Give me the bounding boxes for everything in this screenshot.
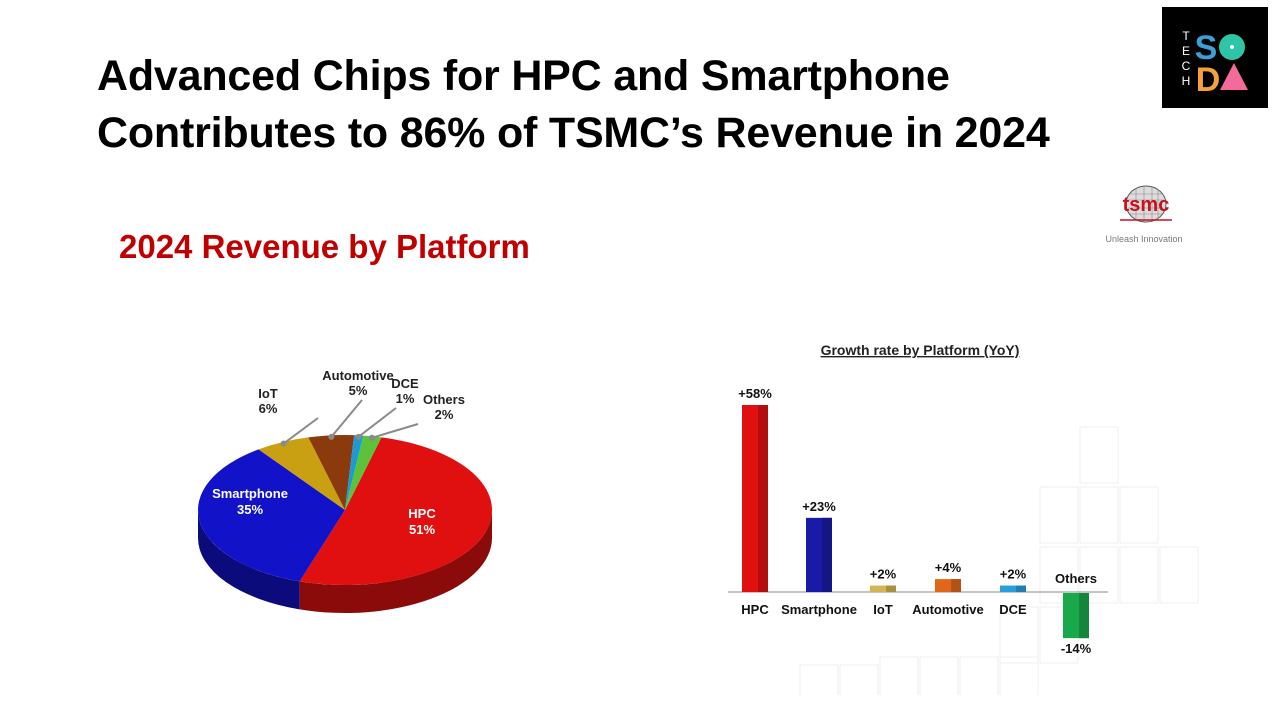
bar-chart-svg: Growth rate by Platform (YoY) +58% HPC +23%… <box>728 342 1199 720</box>
bar-shade-dce <box>1016 585 1026 592</box>
logo-letter-e: E <box>1182 44 1190 58</box>
pie-value-iot: 6% <box>259 401 278 416</box>
background-tile <box>1159 546 1199 604</box>
logo-dot <box>1230 45 1234 49</box>
logo-letter-h: H <box>1182 74 1191 88</box>
pie-label-smartphone: Smartphone <box>212 486 288 501</box>
bar-category-label-hpc: HPC <box>741 602 769 617</box>
bar-value-label-smartphone: +23% <box>802 499 836 514</box>
bar-value-label-iot: +2% <box>870 567 897 582</box>
pie-top-faces <box>198 435 493 585</box>
pie-value-hpc: 51% <box>409 522 435 537</box>
background-tile <box>959 656 999 714</box>
bar-category-label-dce: DCE <box>999 602 1027 617</box>
logo-letter-a-shape <box>1220 63 1248 90</box>
background-tile <box>839 664 879 720</box>
headline-line-1: Advanced Chips for HPC and Smartphone <box>97 52 950 100</box>
pie-leader-iot <box>282 417 319 445</box>
bar-shade-iot <box>886 585 896 592</box>
headline: Advanced Chips for HPC and Smartphone Co… <box>97 48 1177 162</box>
tech-soda-logo: T E C H S D <box>1162 7 1268 108</box>
pie-value-dce: 1% <box>396 391 415 406</box>
pie-label-hpc: HPC <box>408 506 436 521</box>
background-tile <box>879 656 919 714</box>
pie-side-smartphone <box>198 510 300 610</box>
pie-slice-iot <box>258 437 345 510</box>
tsmc-wafer-grid <box>1128 187 1164 221</box>
background-tile <box>1119 546 1159 604</box>
background-tile <box>1039 486 1079 544</box>
bar-value-label-others: -14% <box>1061 641 1092 656</box>
background-tile <box>919 656 959 714</box>
tech-soda-logo-graphic: T E C H S D <box>1182 29 1248 99</box>
bar-marks: +58% HPC +23% Smartphone +2% IoT +4% Automotive… <box>738 386 1097 656</box>
pie-slice-dce <box>345 435 364 510</box>
pie-leader-dot-dce <box>355 433 362 440</box>
logo-letter-c: C <box>1182 59 1191 73</box>
pie-value-smartphone: 35% <box>237 502 263 517</box>
tsmc-tagline: Unleash Innovation <box>1105 234 1183 244</box>
background-tile <box>1119 486 1159 544</box>
bar-shade-automotive <box>951 579 961 592</box>
pie-label-iot: IoT <box>258 386 278 401</box>
pie-leader-dot-iot <box>280 440 287 447</box>
pie-slice-smartphone <box>198 449 345 582</box>
pie-leader-others <box>371 423 419 439</box>
pie-value-automotive: 5% <box>349 383 368 398</box>
bar-dce <box>1000 585 1026 592</box>
bar-value-label-hpc: +58% <box>738 386 772 401</box>
bar-shade-hpc <box>758 405 768 592</box>
background-tile <box>1079 426 1119 484</box>
background-tile <box>799 664 839 720</box>
pie-side-hpc <box>299 510 492 613</box>
pie-slice-hpc <box>299 437 493 585</box>
pie-label-dce: DCE <box>391 376 419 391</box>
bar-shade-smartphone <box>822 517 832 592</box>
headline-line-2: Contributes to 86% of TSMC’s Revenue in … <box>97 109 1050 157</box>
platform-title: 2024 Revenue by Platform <box>119 228 530 265</box>
background-tile <box>1079 486 1119 544</box>
background-tile <box>1039 546 1079 604</box>
pie-leader-dot-automotive <box>328 433 335 440</box>
pie-label-others: Others <box>423 392 465 407</box>
growth-bar-chart: Growth rate by Platform (YoY) +58% HPC +23%… <box>720 335 1200 720</box>
background-tile <box>1079 546 1119 604</box>
logo-letter-s: S <box>1195 29 1218 67</box>
bar-category-label-others: Others <box>1055 571 1097 586</box>
pie-leader-dot-others <box>368 434 375 441</box>
pie-slice-automotive <box>308 435 355 510</box>
logo-letter-d: D <box>1196 61 1221 99</box>
bar-category-label-automotive: Automotive <box>912 602 984 617</box>
tsmc-logo-graphic: tsmc <box>1120 185 1172 223</box>
tsmc-wordmark: tsmc <box>1123 194 1170 216</box>
bar-value-label-dce: +2% <box>1000 567 1027 582</box>
logo-letter-t: T <box>1182 29 1190 43</box>
bar-chart-title: Growth rate by Platform (YoY) <box>821 342 1020 358</box>
bar-category-label-iot: IoT <box>873 602 893 617</box>
bar-iot <box>870 585 896 592</box>
pie-label-automotive: Automotive <box>322 368 394 383</box>
pie-leader-dce <box>357 407 397 438</box>
tsmc-logo: tsmc <box>1094 182 1194 248</box>
pie-chart: HPC 51% Smartphone 35% IoT 6% Automotive 5% DCE 1… <box>190 360 510 620</box>
pie-side-walls <box>198 510 492 613</box>
pie-value-others: 2% <box>435 407 454 422</box>
bar-value-label-automotive: +4% <box>935 560 962 575</box>
pie-leader-automotive <box>330 399 363 438</box>
bar-category-label-smartphone: Smartphone <box>781 602 857 617</box>
bar-shade-others <box>1079 593 1089 639</box>
background-tile <box>999 606 1039 664</box>
pie-slice-others <box>345 435 382 510</box>
bar-background-tiles <box>799 426 1199 720</box>
